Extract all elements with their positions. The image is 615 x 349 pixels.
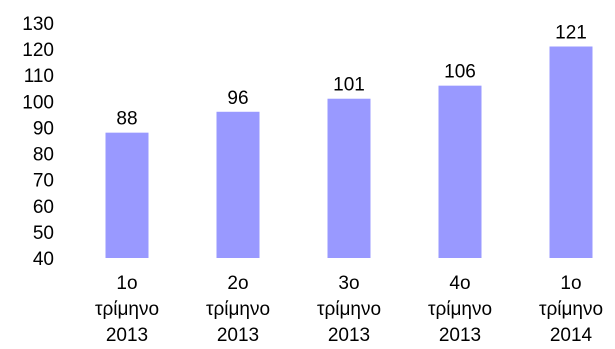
x-category-label-line: 2013: [217, 325, 259, 346]
x-category-label-line: 2ο: [227, 273, 248, 294]
y-tick-label: 90: [33, 118, 54, 139]
x-category-label-line: 2014: [550, 325, 593, 346]
bar: [327, 98, 371, 258]
y-axis: 40 50 60 70 80 90 100 110 120 130: [22, 14, 54, 270]
data-label: 121: [555, 23, 587, 44]
y-tick-label: 70: [33, 171, 54, 192]
bar: [549, 46, 593, 258]
x-category-label: 1ο τρίμηνο 2014: [539, 273, 603, 346]
x-category-label-line: τρίμηνο: [206, 299, 270, 320]
y-tick-label: 80: [33, 145, 54, 166]
y-tick-label: 40: [33, 249, 54, 270]
bar: [216, 111, 260, 259]
x-category-label-line: τρίμηνο: [317, 299, 381, 320]
bars: [105, 46, 593, 259]
data-label: 96: [227, 88, 248, 109]
x-category-label-line: 1ο: [560, 273, 581, 294]
x-category-label-line: τρίμηνο: [539, 299, 603, 320]
y-tick-label: 100: [22, 92, 54, 113]
x-category-label-line: τρίμηνο: [428, 299, 492, 320]
y-tick-label: 120: [22, 40, 54, 61]
x-category-label-line: 1ο: [116, 273, 137, 294]
y-tick-label: 60: [33, 197, 54, 218]
data-labels: 88 96 101 106 121: [116, 23, 586, 130]
x-category-label: 2ο τρίμηνο 2013: [206, 273, 270, 346]
bar: [438, 85, 482, 259]
x-category-label-line: 2013: [439, 325, 481, 346]
x-category-label: 1ο τρίμηνο 2013: [95, 273, 159, 346]
data-label: 101: [333, 75, 365, 96]
x-category-label-line: τρίμηνο: [95, 299, 159, 320]
x-category-label-line: 4ο: [449, 273, 470, 294]
y-tick-label: 50: [33, 223, 54, 244]
x-category-label-line: 3ο: [338, 273, 359, 294]
x-category-label: 3ο τρίμηνο 2013: [317, 273, 381, 346]
data-label: 106: [444, 62, 476, 83]
y-tick-label: 110: [24, 66, 54, 87]
x-category-label-line: 2013: [106, 325, 148, 346]
data-label: 88: [116, 109, 137, 130]
x-axis: 1οτρίμηνο20132οτρίμηνο20133οτρίμηνο20134…: [95, 273, 603, 346]
y-tick-label: 130: [22, 14, 54, 35]
x-category-label-line: 2013: [328, 325, 370, 346]
x-category-label: 4ο τρίμηνο 2013: [428, 273, 492, 346]
bar: [105, 132, 149, 258]
